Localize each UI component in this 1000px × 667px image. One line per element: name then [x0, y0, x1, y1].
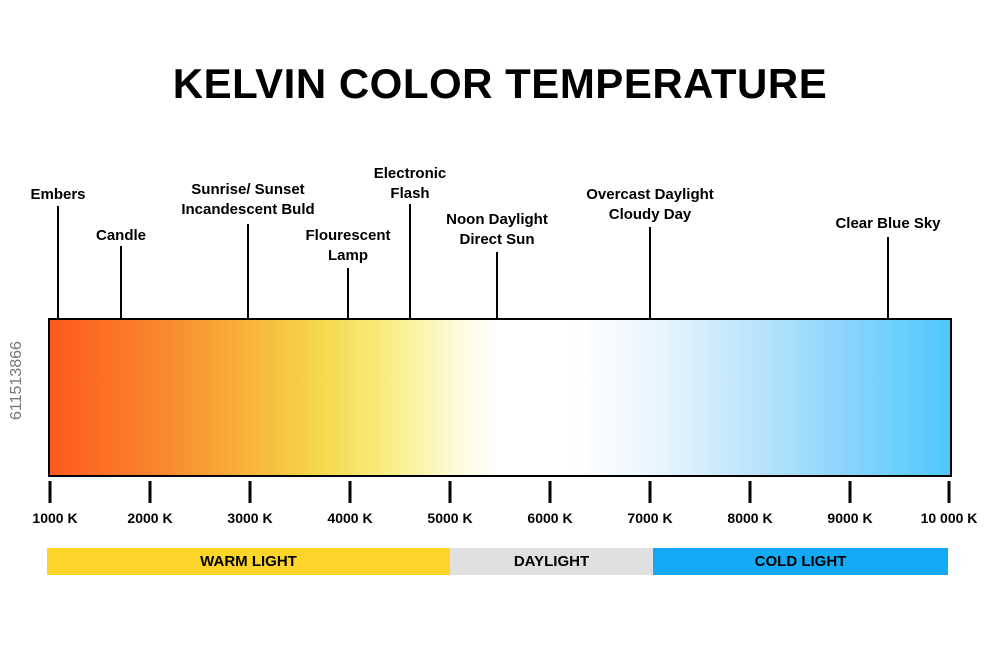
marker-line: Flash: [390, 185, 430, 202]
marker-line: Noon Daylight: [446, 211, 548, 228]
scale-tick-label: 10 000 K: [920, 510, 978, 526]
scale-tick-label: 8000 K: [727, 510, 773, 526]
scale-tick: [48, 481, 52, 503]
scale-tick: [448, 481, 452, 503]
pointer-electronic-flash: [409, 204, 411, 318]
scale-tick: [548, 481, 552, 503]
marker-line: Sunrise/ Sunset: [191, 181, 305, 198]
marker-label-fluorescent: Flourescent Lamp: [305, 226, 390, 266]
scale-tick-label: 2000 K: [127, 510, 173, 526]
marker-label-noon-daylight: Noon Daylight Direct Sun: [446, 210, 548, 250]
pointer-embers: [57, 206, 59, 318]
marker-line: Embers: [30, 186, 86, 203]
scale-tick: [348, 481, 352, 503]
scale-tick-label: 5000 K: [427, 510, 473, 526]
scale-tick-label: 1000 K: [32, 510, 78, 526]
band-warm-light: WARM LIGHT: [47, 548, 450, 575]
marker-line: Clear Blue Sky: [835, 215, 941, 232]
marker-label-candle: Candle: [96, 226, 146, 246]
marker-line: Candle: [95, 227, 147, 244]
marker-label-clear-sky: Clear Blue Sky: [835, 214, 940, 234]
scale-tick-label: 9000 K: [827, 510, 873, 526]
stock-id-watermark: 611513866: [8, 341, 25, 420]
marker-line: Flourescent: [305, 227, 391, 244]
pointer-sunrise-sunset: [247, 224, 249, 318]
pointer-overcast: [649, 227, 651, 318]
marker-line: Cloudy Day: [608, 206, 692, 223]
pointer-candle: [120, 246, 122, 318]
scale-tick-label: 6000 K: [527, 510, 573, 526]
marker-label-overcast: Overcast Daylight Cloudy Day: [586, 185, 714, 225]
scale-tick: [248, 481, 252, 503]
pointer-noon-daylight: [496, 252, 498, 318]
marker-line: Overcast Daylight: [586, 186, 714, 203]
color-temperature-gradient-bar: [48, 318, 952, 477]
marker-line: Electronic: [373, 165, 447, 182]
marker-line: Direct Sun: [459, 231, 535, 248]
pointer-fluorescent: [347, 268, 349, 318]
scale-tick: [148, 481, 152, 503]
scale-tick: [947, 481, 951, 503]
scale-tick-label: 3000 K: [227, 510, 273, 526]
marker-label-embers: Embers: [30, 185, 85, 205]
scale-tick: [848, 481, 852, 503]
marker-label-sunrise-sunset: Sunrise/ Sunset Incandescent Buld: [181, 180, 314, 220]
marker-line: Lamp: [327, 247, 368, 264]
band-cold-light: COLD LIGHT: [653, 548, 948, 575]
scale-tick-label: 7000 K: [627, 510, 673, 526]
band-daylight: DAYLIGHT: [450, 548, 653, 575]
marker-label-electronic-flash: Electronic Flash: [374, 164, 447, 204]
scale-tick-label: 4000 K: [327, 510, 373, 526]
marker-line: Incandescent Buld: [181, 201, 315, 218]
pointer-clear-sky: [887, 237, 889, 318]
scale-tick: [748, 481, 752, 503]
scale-tick: [648, 481, 652, 503]
diagram-title: KELVIN COLOR TEMPERATURE: [172, 60, 828, 107]
